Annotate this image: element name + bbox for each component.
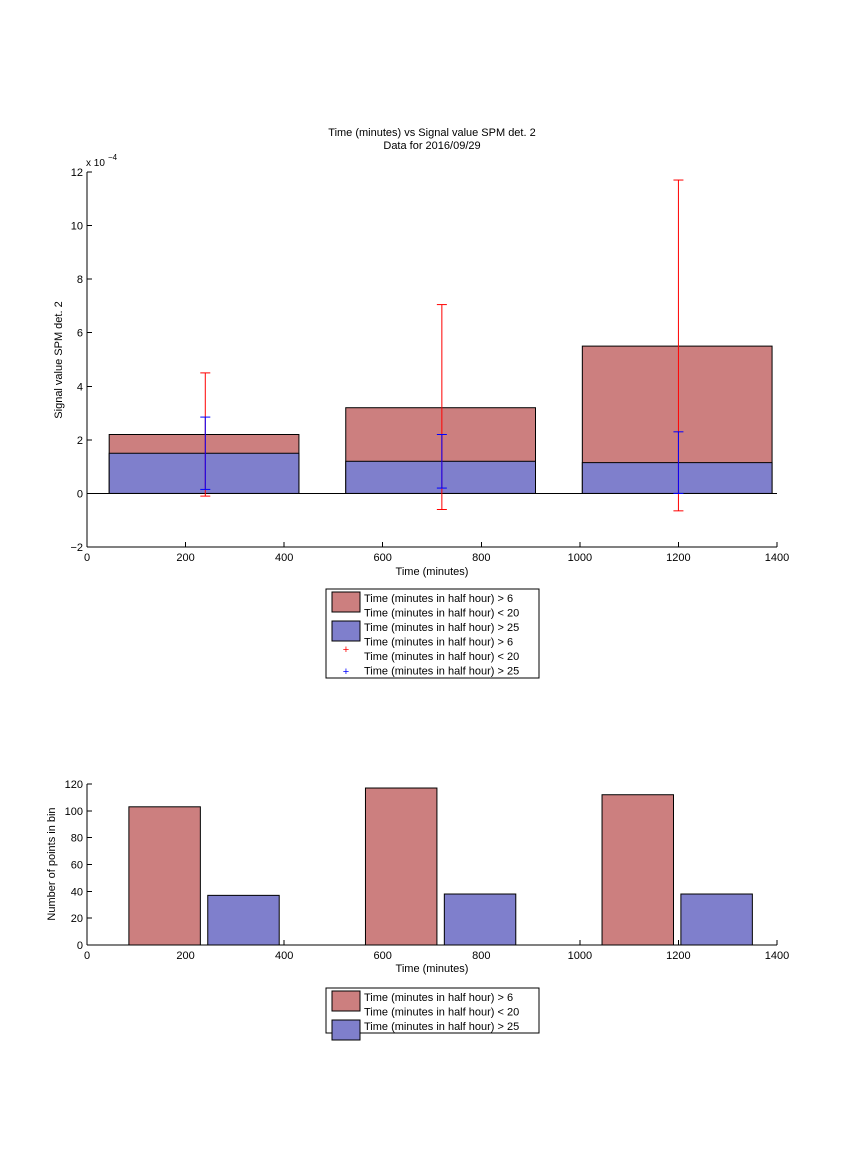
x-axis-label-bottom: Time (minutes) [396, 963, 469, 975]
legend-marker-red: + [343, 644, 349, 656]
count-bar-blue [680, 893, 753, 946]
legend-label: Time (minutes in half hour) > 25 [364, 666, 519, 678]
count-bar-blue [207, 894, 280, 946]
count-bar-blue [443, 893, 517, 946]
y-tick-label: 20 [71, 913, 83, 925]
y-tick-label: 6 [77, 328, 83, 340]
legend-label: Time (minutes in half hour) > 6 [364, 637, 513, 649]
legend-label: Time (minutes in half hour) < 20 [364, 608, 519, 620]
x-tick-label: 200 [176, 950, 194, 962]
legend-patch-red [331, 591, 361, 613]
y-tick-label: 4 [77, 381, 83, 393]
y-tick-label: 0 [77, 940, 83, 952]
x-tick-label: 200 [176, 552, 194, 564]
legend-box [325, 987, 540, 1034]
x-tick-label: 1200 [666, 950, 690, 962]
y-tick-label: 0 [77, 488, 83, 500]
y-tick-label: 8 [77, 274, 83, 286]
legend-patch-red [331, 990, 361, 1012]
x-tick-label: 600 [374, 950, 392, 962]
chart-subtitle: Data for 2016/09/29 [383, 140, 480, 152]
x-tick-label: 400 [275, 950, 293, 962]
legend-patch-blue [331, 620, 361, 642]
bar-blue [581, 462, 773, 494]
x-tick-label: 0 [84, 552, 90, 564]
y-tick-label: 10 [71, 221, 83, 233]
legend-marker-blue: + [343, 666, 349, 678]
x-tick-label: 1000 [568, 950, 592, 962]
count-bar-red [128, 806, 201, 946]
x-tick-label: 800 [472, 552, 490, 564]
chart-title: Time (minutes) vs Signal value SPM det. … [328, 127, 535, 139]
legend-box [325, 588, 540, 679]
x-tick-label: 0 [84, 950, 90, 962]
y-exponent-base: x 10 [86, 158, 105, 169]
legend-label: Time (minutes in half hour) < 20 [364, 1007, 519, 1019]
x-axis-label-top: Time (minutes) [396, 566, 469, 578]
count-bar-red [601, 794, 674, 946]
count-bar-red [364, 787, 438, 946]
x-tick-label: 800 [472, 950, 490, 962]
legend-label: Time (minutes in half hour) > 25 [364, 1021, 519, 1033]
bottom-plot: 0 200 400 600 800 1000 1200 1400 0 20 40 60 80 100 120 [65, 779, 790, 962]
y-tick-label: 80 [71, 833, 83, 845]
x-tick-label: 1400 [765, 950, 789, 962]
legend-bottom: Time (minutes in half hour) > 6 Time (min… [325, 987, 540, 1041]
legend-top: Time (minutes in half hour) > 6 Time (min… [325, 588, 540, 679]
legend-label: Time (minutes in half hour) > 6 [364, 992, 513, 1004]
y-tick-label: 40 [71, 886, 83, 898]
bar-blue [108, 452, 300, 494]
x-tick-label: 1400 [765, 552, 789, 564]
y-tick-label: −2 [70, 542, 83, 554]
y-exponent-label: x 10 −4 [86, 153, 118, 169]
y-exponent-power: −4 [108, 153, 118, 162]
legend-label: Time (minutes in half hour) > 6 [364, 593, 513, 605]
x-tick-label: 600 [374, 552, 392, 564]
x-tick-label: 1200 [666, 552, 690, 564]
y-tick-label: 120 [65, 779, 83, 791]
y-tick-label: 12 [71, 167, 83, 179]
bar-blue [345, 460, 536, 494]
y-tick-label: 2 [77, 435, 83, 447]
legend-label: Time (minutes in half hour) < 20 [364, 651, 519, 663]
y-axis-label-bottom: Number of points in bin [46, 807, 58, 920]
y-axis-label-top: Signal value SPM det. 2 [53, 301, 65, 418]
x-tick-label: 1000 [568, 552, 592, 564]
y-tick-label: 60 [71, 860, 83, 872]
x-tick-label: 400 [275, 552, 293, 564]
y-tick-label: 100 [65, 806, 83, 818]
legend-label: Time (minutes in half hour) > 25 [364, 622, 519, 634]
legend-patch-blue [331, 1019, 361, 1041]
